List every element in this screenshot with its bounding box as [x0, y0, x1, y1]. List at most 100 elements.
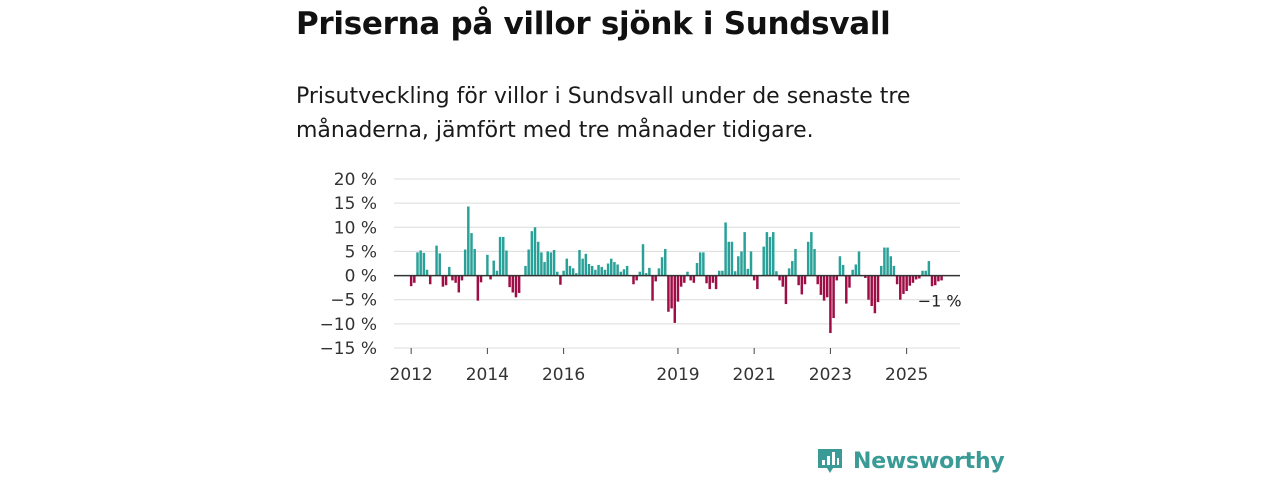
bar: [841, 264, 845, 276]
bar: [435, 245, 438, 276]
bar: [683, 275, 686, 283]
bar: [648, 267, 651, 276]
bar: [657, 268, 661, 276]
bars: [409, 206, 943, 334]
bar: [851, 269, 854, 276]
bar: [660, 257, 664, 276]
bar: [813, 249, 816, 276]
bar: [899, 275, 902, 300]
bar: [575, 273, 578, 276]
bar: [584, 253, 588, 276]
x-tick-label: 2023: [809, 365, 852, 385]
bar: [419, 250, 422, 276]
bar: [772, 232, 775, 276]
bar: [562, 270, 565, 276]
bar: [867, 275, 870, 300]
bar: [775, 271, 778, 276]
bar: [590, 265, 594, 276]
bar: [752, 275, 756, 281]
bar: [781, 275, 785, 287]
bar: [581, 258, 584, 276]
gridlines: [394, 178, 960, 349]
bar: [905, 275, 908, 292]
bar: [549, 252, 553, 276]
bar: [708, 275, 711, 290]
brand-name: Newsworthy: [853, 448, 1005, 474]
brand-logo[interactable]: Newsworthy: [815, 446, 1005, 476]
bar: [679, 275, 683, 287]
bar: [724, 222, 727, 276]
bar: [727, 241, 731, 276]
bar: [845, 275, 848, 304]
bar: [438, 253, 441, 276]
bar: [784, 275, 788, 305]
bar: [924, 270, 927, 276]
bar: [749, 251, 753, 276]
bar: [876, 275, 880, 303]
bar: [654, 275, 657, 282]
bar: [502, 236, 505, 276]
bar: [673, 275, 677, 323]
x-axis: 2012 2014 2016 2019 2021 2023 2025: [390, 348, 928, 385]
bar-chart: 20 %15 %10 %5 %0 %−5 %−10 %−15 % 2012 201…: [320, 170, 962, 385]
bar: [610, 258, 613, 276]
x-tick-label: 2021: [733, 365, 776, 385]
bar: [444, 275, 448, 286]
x-tick-label: 2025: [885, 365, 928, 385]
bar: [492, 260, 495, 276]
bar: [778, 275, 781, 281]
bar: [651, 275, 654, 301]
bar: [578, 249, 581, 276]
bar: [797, 275, 800, 286]
bar: [838, 256, 842, 276]
bar: [810, 232, 813, 276]
bar: [933, 275, 937, 286]
bar: [530, 231, 534, 276]
bar: [622, 269, 626, 276]
bar: [803, 275, 807, 285]
bar: [854, 264, 858, 276]
bar: [543, 262, 546, 276]
bar: [635, 275, 638, 281]
bar: [527, 249, 530, 276]
bar: [486, 254, 489, 276]
bar: [921, 270, 924, 276]
bar: [470, 233, 473, 276]
x-tick-label: 2012: [390, 365, 433, 385]
bar: [870, 275, 873, 306]
bar: [864, 275, 867, 278]
bar: [476, 275, 480, 301]
bar: [514, 275, 518, 298]
bar: [619, 271, 623, 276]
bar: [918, 275, 921, 279]
bar: [883, 247, 886, 276]
bar: [600, 266, 603, 276]
bar: [644, 273, 648, 276]
bar: [791, 261, 794, 276]
chart-subtitle: Prisutveckling för villor i Sundsvall un…: [296, 84, 911, 143]
bar: [835, 275, 838, 281]
bar: [505, 250, 508, 276]
bar: [498, 236, 502, 276]
bar: [879, 265, 883, 276]
bar: [568, 265, 572, 276]
bar: [730, 241, 734, 276]
bar: [930, 275, 934, 287]
x-tick-label: 2019: [656, 365, 699, 385]
bar: [714, 275, 718, 290]
bar: [886, 247, 889, 276]
bar: [895, 275, 899, 285]
bar: [664, 249, 667, 276]
y-tick-label: 5 %: [345, 242, 377, 262]
bar: [638, 271, 642, 276]
bar: [695, 263, 699, 276]
bar: [711, 275, 715, 283]
bar: [686, 271, 689, 276]
bar: [806, 241, 810, 276]
bar: [702, 252, 705, 276]
bar: [606, 263, 610, 276]
bar: [676, 275, 680, 302]
y-tick-label: −5 %: [330, 291, 377, 311]
bar: [625, 265, 629, 276]
bar: [460, 275, 464, 281]
